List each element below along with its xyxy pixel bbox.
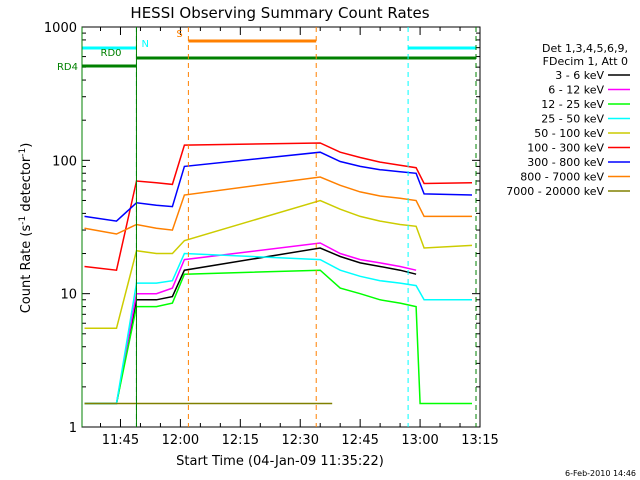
series-layer xyxy=(84,142,473,405)
y-axis-label: Count Rate (s-1 detector-1) xyxy=(18,143,34,314)
x-tick-label: 12:45 xyxy=(341,433,378,448)
footer-date: 6-Feb-2010 14:46 xyxy=(565,469,636,478)
y-axis-label-main: Count Rate (s xyxy=(19,225,34,314)
y-tick-label: 1000 xyxy=(44,21,77,36)
y-axis-label-close: ) xyxy=(19,143,34,148)
legend-entry: 3 - 6 keV xyxy=(555,69,604,82)
status-label: N xyxy=(141,39,148,50)
legend-entry: 7000 - 20000 keV xyxy=(506,185,604,198)
chart-title: HESSI Observing Summary Count Rates xyxy=(130,4,429,22)
legend-entry: 25 - 50 keV xyxy=(541,113,604,126)
x-tick-label: 12:00 xyxy=(162,433,199,448)
y-tick-label: 100 xyxy=(52,154,77,169)
x-tick-labels: 11:45 12:00 12:15 12:30 12:45 13:00 13:15 xyxy=(102,433,499,448)
x-tick-label: 11:45 xyxy=(102,433,139,448)
series-line xyxy=(84,242,417,405)
series-line xyxy=(84,269,472,405)
y-tick-labels: 1 10 100 1000 xyxy=(44,21,77,436)
x-tick-label: 13:15 xyxy=(461,433,498,448)
axis-ticks xyxy=(82,26,481,428)
y-axis-label-sup-1: -1 xyxy=(18,216,28,225)
boundary-lines xyxy=(81,27,477,427)
series-line xyxy=(84,151,473,222)
legend-entry: 50 - 100 keV xyxy=(534,127,604,140)
series-line xyxy=(84,252,472,405)
x-axis-label: Start Time (04-Jan-09 11:35:22) xyxy=(176,454,384,469)
plot-area: N S RD4 RD0 xyxy=(57,26,481,428)
legend-entry: 100 - 300 keV xyxy=(527,142,604,155)
x-tick-label: 12:30 xyxy=(282,433,319,448)
status-label: RD0 xyxy=(101,48,122,59)
series-line xyxy=(84,142,473,272)
status-label: S xyxy=(176,29,182,40)
legend-header: Det 1,3,4,5,6,9, xyxy=(542,42,628,55)
legend: Det 1,3,4,5,6,9,FDecim 1, Att 03 - 6 keV… xyxy=(506,42,630,198)
y-axis-label-sup-2: -1 xyxy=(18,148,28,157)
legend-entry: 800 - 7000 keV xyxy=(520,171,604,184)
legend-header: FDecim 1, Att 0 xyxy=(543,55,628,68)
legend-entry: 6 - 12 keV xyxy=(548,84,604,97)
status-label: RD4 xyxy=(57,62,78,73)
x-tick-label: 12:15 xyxy=(222,433,259,448)
series-line xyxy=(84,176,472,235)
series-line xyxy=(84,247,417,405)
legend-entry: 300 - 800 keV xyxy=(527,156,604,169)
y-tick-label: 10 xyxy=(60,288,77,303)
series-line xyxy=(84,199,473,330)
y-axis-label-mid: detector xyxy=(19,156,34,216)
status-bars: N S RD4 RD0 xyxy=(57,29,477,73)
legend-entry: 12 - 25 keV xyxy=(541,98,604,111)
x-tick-label: 13:00 xyxy=(401,433,438,448)
y-tick-label: 1 xyxy=(69,421,77,436)
